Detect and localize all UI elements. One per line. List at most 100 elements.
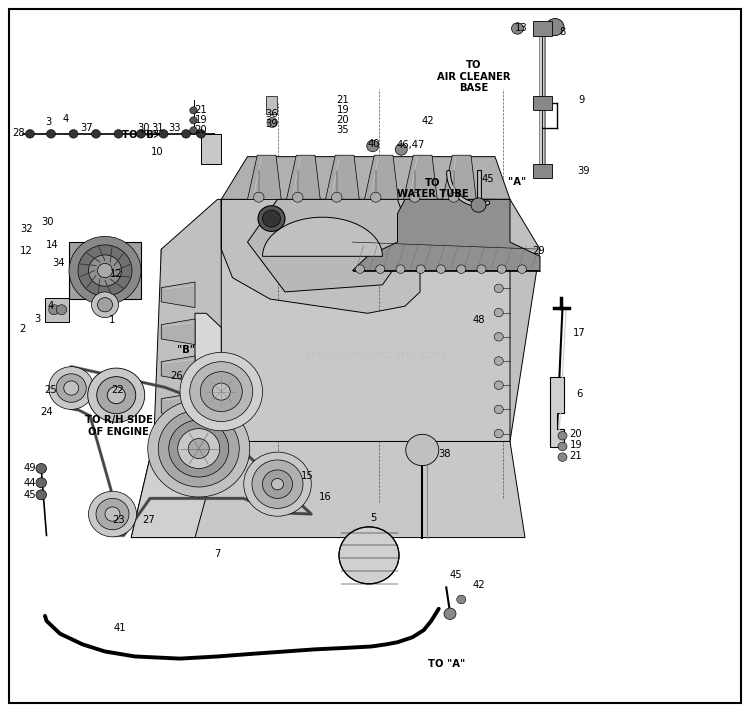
Circle shape <box>267 117 278 127</box>
Text: 28: 28 <box>13 128 25 138</box>
Circle shape <box>88 255 122 286</box>
Circle shape <box>376 265 385 273</box>
Circle shape <box>196 130 206 138</box>
Circle shape <box>262 470 292 498</box>
Text: "A": "A" <box>509 177 526 187</box>
Circle shape <box>36 478 46 488</box>
Text: 13: 13 <box>515 23 527 33</box>
Polygon shape <box>71 380 116 402</box>
Text: 44: 44 <box>24 478 36 488</box>
Text: 15: 15 <box>301 471 313 481</box>
Circle shape <box>92 292 118 318</box>
Text: 20: 20 <box>195 125 207 135</box>
Circle shape <box>494 429 503 438</box>
Circle shape <box>494 333 503 341</box>
Text: 20: 20 <box>337 115 349 125</box>
Text: 34: 34 <box>53 258 64 268</box>
Text: 45: 45 <box>24 490 36 500</box>
Text: 26: 26 <box>170 371 183 381</box>
Circle shape <box>36 464 46 473</box>
Text: TO
AIR CLEANER
BASE: TO AIR CLEANER BASE <box>437 61 511 93</box>
Text: ereplacementparts.com: ereplacementparts.com <box>304 350 446 362</box>
Text: 3: 3 <box>45 117 51 127</box>
Circle shape <box>258 206 285 231</box>
Circle shape <box>356 265 364 273</box>
Circle shape <box>49 305 59 315</box>
Text: TO "A": TO "A" <box>428 659 466 669</box>
Polygon shape <box>352 199 540 271</box>
Circle shape <box>272 478 284 490</box>
Text: TO R/H SIDE
OF ENGINE: TO R/H SIDE OF ENGINE <box>85 415 152 436</box>
Text: 5: 5 <box>370 513 376 523</box>
Circle shape <box>457 595 466 604</box>
Circle shape <box>410 192 420 202</box>
Circle shape <box>395 144 407 155</box>
Circle shape <box>96 498 129 530</box>
Circle shape <box>105 507 120 521</box>
Text: 21: 21 <box>336 95 349 105</box>
Text: 6: 6 <box>577 389 583 399</box>
Circle shape <box>494 308 503 317</box>
Polygon shape <box>195 313 221 441</box>
Text: 4: 4 <box>63 114 69 124</box>
Circle shape <box>518 265 526 273</box>
Text: 30: 30 <box>41 217 53 227</box>
Circle shape <box>416 265 425 273</box>
Polygon shape <box>161 282 195 308</box>
Bar <box>532 21 552 36</box>
Circle shape <box>494 284 503 293</box>
Text: 33: 33 <box>169 123 181 133</box>
Circle shape <box>188 439 209 459</box>
Circle shape <box>56 374 86 402</box>
Text: 19: 19 <box>336 105 349 115</box>
Circle shape <box>457 265 466 273</box>
Circle shape <box>26 130 34 138</box>
Text: 39: 39 <box>266 119 278 129</box>
Text: 12: 12 <box>110 269 123 279</box>
Circle shape <box>254 192 264 202</box>
Text: 48: 48 <box>472 315 484 325</box>
Circle shape <box>88 491 136 537</box>
Text: 22: 22 <box>111 385 125 395</box>
Circle shape <box>190 107 197 114</box>
Circle shape <box>252 460 303 508</box>
Circle shape <box>92 130 100 138</box>
Text: 41: 41 <box>114 623 126 633</box>
Text: 29: 29 <box>532 246 544 256</box>
Text: 23: 23 <box>112 515 125 525</box>
Circle shape <box>190 117 197 124</box>
Text: 9: 9 <box>578 95 584 105</box>
Text: 19: 19 <box>195 115 207 125</box>
Circle shape <box>88 368 145 422</box>
Circle shape <box>494 405 503 414</box>
Polygon shape <box>131 441 525 538</box>
Bar <box>532 164 552 178</box>
Circle shape <box>148 400 250 497</box>
Text: 19: 19 <box>570 440 582 450</box>
Circle shape <box>200 372 242 412</box>
Polygon shape <box>221 157 510 199</box>
Text: 45: 45 <box>450 570 462 580</box>
Circle shape <box>494 381 503 389</box>
Polygon shape <box>221 199 510 441</box>
Circle shape <box>262 210 280 227</box>
Circle shape <box>64 381 79 395</box>
Polygon shape <box>161 356 195 382</box>
Polygon shape <box>154 199 540 441</box>
Text: 1: 1 <box>110 315 116 325</box>
Circle shape <box>98 298 112 312</box>
Text: 24: 24 <box>40 407 53 417</box>
Circle shape <box>180 352 262 431</box>
Circle shape <box>558 442 567 451</box>
Text: "B": "B" <box>177 345 195 355</box>
Text: 21: 21 <box>195 105 207 115</box>
Polygon shape <box>248 155 281 199</box>
Text: 45: 45 <box>482 174 494 184</box>
Text: 31: 31 <box>152 123 164 133</box>
Polygon shape <box>364 155 398 199</box>
Text: 35: 35 <box>337 125 349 135</box>
Circle shape <box>107 387 125 404</box>
Circle shape <box>512 23 524 34</box>
Circle shape <box>370 192 381 202</box>
Polygon shape <box>131 199 221 538</box>
